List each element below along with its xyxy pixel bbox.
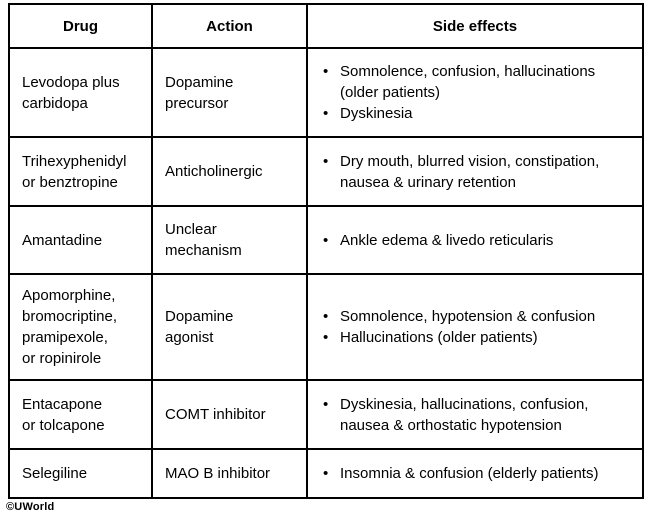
drug-cell-levodopa: Levodopa plus carbidopa [10, 49, 153, 138]
uworld-copyright: ©UWorld [6, 501, 55, 513]
action-cell-trihexyphenidyl: Anticholinergic [153, 138, 308, 207]
side-effect-item: Somnolence, hypotension & confusion [323, 306, 595, 327]
side-effect-item: Hallucinations (older patients) [323, 327, 595, 348]
drug-cell-trihexyphenidyl: Trihexyphenidyl or benztropine [10, 138, 153, 207]
action-cell-selegiline: MAO B inhibitor [153, 450, 308, 497]
drug-cell-selegiline: Selegiline [10, 450, 153, 497]
action-cell-levodopa: Dopamine precursor [153, 49, 308, 138]
side-effect-item: Dyskinesia, hallucinations, confusion, n… [323, 394, 634, 436]
side-effect-item: Dyskinesia [323, 103, 634, 124]
header-cell-drug: Drug [10, 5, 153, 49]
header-cell-action: Action [153, 5, 308, 49]
drug-side-effects-table: Drug Action Side effects Levodopa plus c… [8, 3, 644, 499]
drug-cell-entacapone: Entacapone or tolcapone [10, 381, 153, 450]
side-effect-item: Ankle edema & livedo reticularis [323, 230, 553, 251]
side-effects-list: Somnolence, confusion, hallucinations (o… [308, 61, 634, 124]
drug-cell-amantadine: Amantadine [10, 207, 153, 275]
side-effect-item: Dry mouth, blurred vision, constipation,… [323, 151, 634, 193]
action-cell-dopamine-agonists: Dopamine agonist [153, 275, 308, 381]
side-effects-list: Dyskinesia, hallucinations, confusion, n… [308, 394, 634, 436]
side-effects-cell-selegiline: Insomnia & confusion (elderly patients) [308, 450, 642, 497]
side-effects-list: Insomnia & confusion (elderly patients) [308, 463, 598, 484]
action-cell-entacapone: COMT inhibitor [153, 381, 308, 450]
side-effects-cell-entacapone: Dyskinesia, hallucinations, confusion, n… [308, 381, 642, 450]
side-effects-list: Somnolence, hypotension & confusion Hall… [308, 306, 595, 348]
side-effects-cell-dopamine-agonists: Somnolence, hypotension & confusion Hall… [308, 275, 642, 381]
side-effect-item: Somnolence, confusion, hallucinations (o… [323, 61, 634, 103]
side-effects-list: Ankle edema & livedo reticularis [308, 230, 553, 251]
side-effects-cell-amantadine: Ankle edema & livedo reticularis [308, 207, 642, 275]
drug-cell-dopamine-agonists: Apomorphine, bromocriptine, pramipexole,… [10, 275, 153, 381]
side-effects-cell-trihexyphenidyl: Dry mouth, blurred vision, constipation,… [308, 138, 642, 207]
side-effect-item: Insomnia & confusion (elderly patients) [323, 463, 598, 484]
header-cell-side-effects: Side effects [308, 5, 642, 49]
side-effects-cell-levodopa: Somnolence, confusion, hallucinations (o… [308, 49, 642, 138]
side-effects-list: Dry mouth, blurred vision, constipation,… [308, 151, 634, 193]
action-cell-amantadine: Unclear mechanism [153, 207, 308, 275]
